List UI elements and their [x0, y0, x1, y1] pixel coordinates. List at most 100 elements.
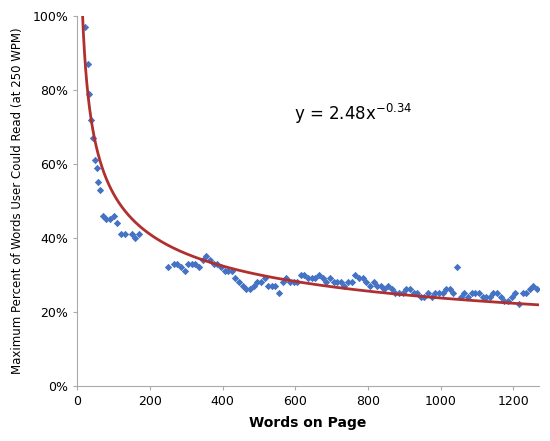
Point	[217, 264, 226, 271]
Point	[164, 264, 173, 271]
Point	[486, 293, 494, 300]
Point	[438, 290, 447, 297]
Point	[282, 275, 291, 282]
Point	[412, 290, 421, 297]
Point	[394, 290, 403, 297]
Point	[471, 290, 480, 297]
Point	[380, 286, 389, 293]
Point	[202, 253, 211, 260]
Point	[318, 275, 327, 282]
Point	[113, 220, 122, 227]
Point	[446, 286, 454, 293]
Point	[117, 231, 125, 238]
Point	[475, 290, 483, 297]
Point	[355, 275, 364, 282]
Point	[482, 293, 491, 300]
Point	[206, 256, 214, 263]
Point	[358, 275, 367, 282]
Point	[94, 179, 103, 186]
Point	[514, 301, 523, 308]
Point	[271, 282, 280, 289]
Point	[293, 279, 301, 286]
Text: y = 2.48x$^{-0.34}$: y = 2.48x$^{-0.34}$	[294, 101, 412, 126]
Point	[274, 290, 283, 297]
Point	[384, 282, 393, 289]
Point	[253, 279, 262, 286]
Point	[195, 264, 204, 271]
Point	[326, 275, 334, 282]
Point	[340, 282, 349, 289]
Point	[500, 297, 509, 304]
Point	[391, 290, 400, 297]
Point	[260, 275, 269, 282]
Point	[169, 260, 178, 267]
Point	[525, 286, 534, 293]
Point	[300, 271, 309, 278]
Point	[106, 216, 114, 223]
Point	[128, 231, 136, 238]
Point	[522, 290, 531, 297]
Point	[180, 268, 189, 275]
Point	[489, 290, 498, 297]
Point	[453, 264, 461, 271]
Point	[493, 290, 502, 297]
Point	[199, 256, 207, 263]
Point	[83, 60, 92, 67]
Point	[416, 293, 425, 300]
Point	[102, 216, 111, 223]
Point	[402, 286, 411, 293]
Point	[173, 260, 182, 267]
Y-axis label: Maximum Percent of Words User Could Read (at 250 WPM): Maximum Percent of Words User Could Read…	[11, 27, 24, 374]
Point	[90, 157, 99, 164]
Point	[96, 186, 104, 193]
Point	[518, 290, 527, 297]
Point	[529, 282, 538, 289]
Point	[307, 275, 316, 282]
Point	[209, 260, 218, 267]
Point	[420, 293, 429, 300]
Point	[337, 279, 345, 286]
Point	[285, 279, 294, 286]
Point	[424, 290, 432, 297]
Point	[409, 290, 418, 297]
Point	[92, 164, 101, 171]
Point	[249, 282, 258, 289]
Point	[532, 286, 541, 293]
Point	[478, 293, 487, 300]
Point	[511, 290, 520, 297]
Point	[322, 279, 331, 286]
X-axis label: Words on Page: Words on Page	[250, 416, 367, 430]
Point	[434, 290, 443, 297]
Point	[177, 264, 185, 271]
Point	[184, 260, 192, 267]
Point	[191, 260, 200, 267]
Point	[87, 116, 96, 123]
Point	[227, 268, 236, 275]
Point	[468, 290, 476, 297]
Point	[224, 268, 233, 275]
Point	[235, 279, 244, 286]
Point	[431, 290, 439, 297]
Point	[131, 234, 140, 241]
Point	[220, 268, 229, 275]
Point	[405, 286, 414, 293]
Point	[315, 271, 323, 278]
Point	[460, 290, 469, 297]
Point	[98, 212, 107, 219]
Point	[496, 293, 505, 300]
Point	[85, 90, 94, 97]
Point	[245, 286, 254, 293]
Point	[278, 279, 287, 286]
Point	[442, 286, 450, 293]
Point	[88, 135, 97, 142]
Point	[329, 279, 338, 286]
Point	[120, 231, 129, 238]
Point	[369, 279, 378, 286]
Point	[344, 279, 353, 286]
Point	[242, 286, 251, 293]
Point	[304, 275, 312, 282]
Point	[213, 260, 222, 267]
Point	[256, 279, 265, 286]
Point	[188, 260, 196, 267]
Point	[231, 275, 240, 282]
